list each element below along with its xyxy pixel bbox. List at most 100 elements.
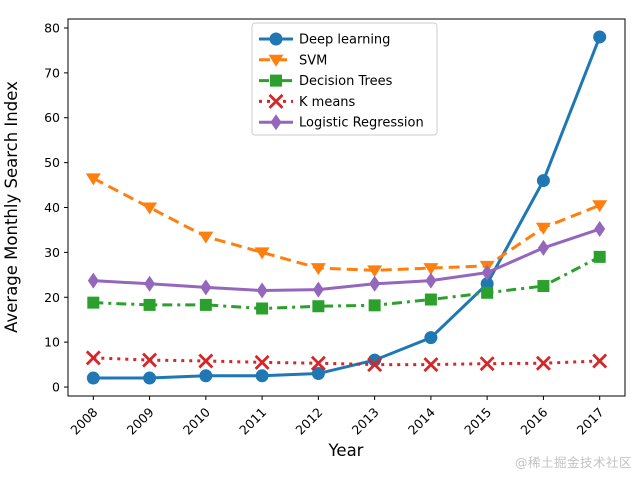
legend-box [251,22,438,136]
x-tick-label: 2014 [405,404,438,437]
marker-deep-learning-2016 [536,174,550,188]
series-svm [85,173,608,278]
y-tick-label: 10 [44,335,60,350]
watermark: @稀土掘金技术社区 [514,455,632,470]
marker-deep-learning-2012 [311,367,325,381]
legend-entry-decision-trees: Decision Trees [259,74,393,89]
marker-deep-learning-2017 [593,30,607,44]
marker-k-means-2011 [254,354,270,370]
marker-decision-trees-2016 [537,280,550,293]
marker-decision-trees-2011 [256,302,269,315]
marker-k-means-2014 [423,357,439,373]
legend-marker-decision-trees [270,74,282,87]
marker-deep-learning-2009 [143,371,157,385]
marker-svm-2014 [423,263,439,276]
marker-svm-2008 [85,173,101,186]
series-line-k-means [93,356,600,367]
series-line-decision-trees [93,255,601,310]
y-tick-label: 60 [44,110,60,125]
marker-deep-learning-2010 [199,369,213,383]
x-tick-label: 2013 [349,405,382,438]
marker-logistic-regression-2010 [200,279,212,296]
legend: Deep learning SVM Decision Trees K means Log… [251,22,438,136]
marker-k-means-2017 [592,353,608,369]
marker-k-means-2009 [142,352,158,368]
y-tick-label: 20 [44,290,60,305]
x-tick-label: 2010 [180,404,213,437]
x-marker-stroke [479,356,495,372]
marker-decision-trees-2015 [481,286,494,299]
plot-area: 0 10 20 30 40 50 60 70 80 2008 2009 2010 2011 2012 201… [44,18,626,438]
legend-label-logistic-regression: Logistic Regression [299,116,424,131]
series-line-deep-learning [93,36,602,380]
marker-decision-trees-2013 [368,299,381,312]
marker-deep-learning-2014 [424,331,438,345]
x-marker-stroke [423,357,439,373]
x-tick-label: 2011 [236,405,269,438]
x-axis-label: Year [328,441,364,460]
x-marker-stroke [268,93,284,109]
x-marker-stroke [142,352,158,368]
marker-svm-2010 [198,231,214,244]
marker-logistic-regression-2017 [594,221,606,238]
marker-svm-2016 [535,222,551,235]
legend-label-deep-learning: Deep learning [299,33,390,48]
y-tick-label: 40 [44,200,60,215]
series-logistic-regression [87,221,606,299]
series-k-means [85,350,608,373]
x-tick-label: 2009 [124,404,157,437]
series-deep-learning [86,30,607,385]
x-tick-label: 2012 [292,405,325,438]
legend-entry-k-means: K means [259,93,356,110]
legend-label-k-means: K means [299,95,356,110]
marker-deep-learning-2008 [86,371,100,385]
legend-marker-k-means [268,93,284,109]
marker-k-means-2013 [367,357,383,373]
marker-k-means-2008 [85,350,101,366]
marker-deep-learning-2011 [255,369,269,383]
marker-decision-trees-2012 [312,300,325,313]
series-line-svm [92,176,601,272]
x-marker-stroke [367,357,383,373]
legend-marker-logistic-regression [270,114,282,131]
marker-svm-2012 [310,263,326,276]
marker-k-means-2015 [479,356,495,372]
x-marker-stroke [198,353,214,369]
marker-decision-trees-2017 [593,250,606,263]
marker-svm-2013 [367,265,383,278]
marker-deep-learning-2013 [368,353,382,367]
y-tick-label: 0 [52,380,60,395]
y-axis-label: Average Monthly Search Index [2,81,21,333]
x-marker-stroke [85,350,101,366]
x-tick-label: 2008 [67,404,100,437]
x-marker-stroke [535,355,551,371]
marker-logistic-regression-2015 [481,264,493,281]
marker-logistic-regression-2009 [144,275,156,292]
legend-marker-svm [268,54,284,67]
marker-svm-2011 [254,247,270,260]
marker-k-means-2010 [198,353,214,369]
x-marker-stroke [254,354,270,370]
legend-label-decision-trees: Decision Trees [299,74,393,89]
marker-logistic-regression-2008 [87,272,99,289]
y-tick-label: 80 [44,20,60,35]
x-tick-label: 2015 [461,405,494,438]
marker-decision-trees-2010 [199,298,212,311]
marker-decision-trees-2014 [424,293,437,306]
y-tick-label: 30 [44,245,60,260]
marker-decision-trees-2009 [143,298,156,311]
y-tick-label: 50 [44,155,60,170]
y-tick-label: 70 [44,65,60,80]
marker-decision-trees-2008 [87,296,100,309]
legend-entry-logistic-regression: Logistic Regression [259,114,424,131]
legend-entry-svm: SVM [259,53,327,68]
marker-logistic-regression-2011 [256,282,268,299]
legend-entry-deep-learning: Deep learning [259,32,390,48]
marker-logistic-regression-2012 [312,281,324,298]
marker-logistic-regression-2014 [425,272,437,289]
marker-svm-2009 [142,202,158,215]
legend-marker-deep-learning [269,32,283,46]
marker-logistic-regression-2016 [537,239,549,256]
x-tick-label: 2017 [574,405,607,438]
